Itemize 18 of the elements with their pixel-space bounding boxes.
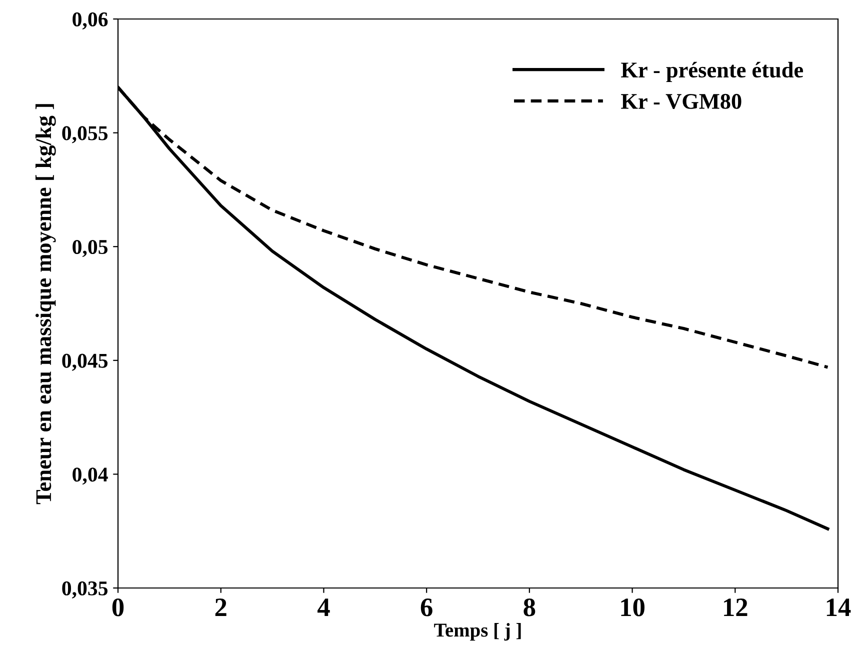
y-tick-label: 0,035: [62, 581, 108, 598]
x-tick-label: 4: [317, 598, 330, 616]
x-axis-title: Temps [ j ]: [434, 623, 521, 641]
x-tick-label: 12: [724, 598, 748, 616]
y-tick-label: 0,05: [72, 240, 108, 258]
x-tick-label: 14: [826, 598, 851, 616]
x-tick-label: 10: [621, 598, 644, 616]
x-tick-label: 6: [420, 598, 432, 616]
legend-label: Kr - VGM80: [621, 94, 742, 110]
y-axis-title: Teneur en eau massique moyenne [ kg/kg ]: [36, 104, 56, 504]
x-tick-label: 2: [215, 598, 226, 616]
y-tick-label: 0,045: [62, 354, 108, 371]
y-tick-label: 0,04: [72, 468, 108, 485]
x-tick-label: 0: [112, 598, 124, 616]
y-tick-label: 0,06: [72, 12, 108, 30]
y-tick-label: 0,055: [62, 126, 108, 144]
x-tick-label: 8: [524, 598, 536, 616]
legend-label: Kr - présente étude: [621, 62, 804, 82]
